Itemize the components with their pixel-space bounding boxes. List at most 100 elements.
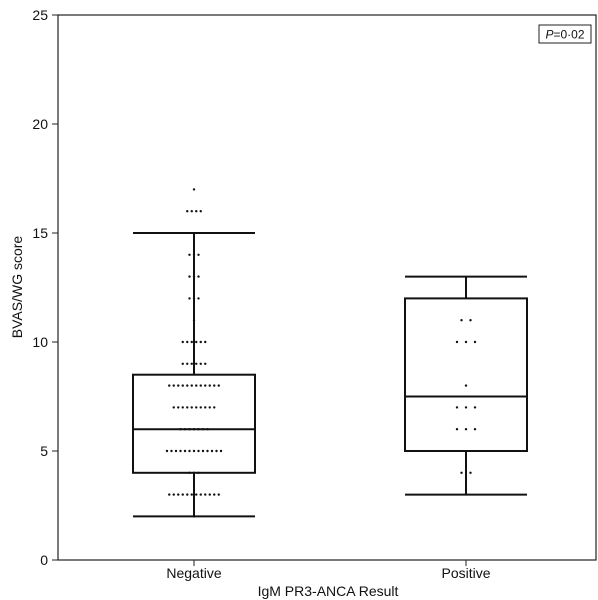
data-point bbox=[199, 406, 202, 409]
data-point bbox=[195, 362, 198, 365]
data-point bbox=[199, 384, 202, 387]
data-point bbox=[165, 449, 169, 453]
box-iqr bbox=[132, 373, 256, 474]
data-point bbox=[190, 493, 193, 496]
plot-frame bbox=[57, 14, 597, 561]
data-point bbox=[208, 384, 211, 387]
data-point bbox=[168, 493, 171, 496]
data-point bbox=[199, 493, 202, 496]
data-point bbox=[208, 406, 211, 409]
data-point bbox=[217, 493, 220, 496]
data-point bbox=[199, 210, 202, 213]
data-point bbox=[190, 340, 193, 344]
box-iqr bbox=[404, 297, 528, 452]
data-point bbox=[464, 340, 468, 344]
x-axis: Negative Positive bbox=[166, 560, 491, 581]
y-axis-title: BVAS/WG score bbox=[9, 236, 25, 339]
y-tick-label: 10 bbox=[32, 334, 48, 350]
data-point bbox=[174, 449, 178, 453]
data-point bbox=[473, 428, 477, 431]
data-point bbox=[213, 493, 216, 496]
data-point bbox=[181, 493, 184, 496]
p-value-annotation: P=0·02 bbox=[538, 24, 592, 44]
data-point bbox=[177, 493, 180, 496]
data-point bbox=[210, 449, 214, 453]
data-point bbox=[464, 406, 468, 409]
data-point bbox=[204, 340, 207, 344]
data-point bbox=[172, 384, 175, 387]
data-point bbox=[181, 406, 184, 409]
data-point bbox=[183, 449, 187, 453]
p-value-text: P=0·02 bbox=[545, 28, 584, 42]
data-point bbox=[199, 340, 202, 344]
p-value-label: P bbox=[545, 28, 553, 42]
data-point bbox=[455, 428, 459, 431]
data-point bbox=[219, 449, 223, 453]
data-point bbox=[455, 340, 459, 344]
data-point bbox=[197, 297, 200, 300]
data-point bbox=[197, 275, 200, 278]
data-point bbox=[473, 340, 477, 344]
p-value-box bbox=[538, 24, 592, 44]
data-point bbox=[197, 449, 200, 453]
data-point bbox=[195, 210, 198, 213]
boxes bbox=[132, 232, 528, 518]
data-point bbox=[179, 449, 182, 453]
data-point bbox=[460, 471, 463, 474]
data-point bbox=[469, 471, 472, 474]
data-point bbox=[186, 362, 189, 365]
y-tick-label: 0 bbox=[40, 552, 48, 568]
data-point bbox=[181, 384, 184, 387]
data-point bbox=[204, 406, 207, 409]
data-point bbox=[195, 406, 198, 409]
data-point bbox=[195, 384, 198, 387]
data-point bbox=[181, 340, 184, 344]
x-tick-label: Positive bbox=[441, 565, 490, 581]
data-point bbox=[168, 384, 171, 387]
data-point bbox=[199, 362, 202, 365]
data-points bbox=[165, 188, 477, 518]
data-point bbox=[190, 362, 193, 365]
data-point bbox=[204, 493, 207, 496]
data-point bbox=[190, 384, 193, 387]
data-point bbox=[201, 449, 205, 453]
data-point bbox=[177, 406, 180, 409]
y-tick-label: 5 bbox=[40, 443, 48, 459]
data-point bbox=[208, 493, 211, 496]
y-tick-label: 15 bbox=[32, 225, 48, 241]
data-point bbox=[188, 449, 191, 453]
data-point bbox=[172, 493, 175, 496]
data-point bbox=[186, 340, 189, 344]
data-point bbox=[172, 406, 175, 409]
data-point bbox=[455, 406, 459, 409]
data-point bbox=[204, 362, 207, 365]
data-point bbox=[188, 297, 191, 300]
data-point bbox=[464, 384, 468, 387]
data-point bbox=[190, 406, 193, 409]
x-axis-title: IgM PR3-ANCA Result bbox=[258, 583, 399, 599]
data-point bbox=[186, 406, 189, 409]
data-point bbox=[195, 493, 198, 496]
x-tick-label: Negative bbox=[166, 565, 221, 581]
data-point bbox=[204, 384, 207, 387]
data-point bbox=[186, 384, 189, 387]
data-point bbox=[215, 449, 218, 453]
data-point bbox=[192, 188, 196, 191]
data-point bbox=[460, 319, 463, 322]
data-point bbox=[192, 449, 196, 453]
data-point bbox=[464, 428, 468, 431]
data-point bbox=[190, 210, 193, 213]
data-point bbox=[186, 210, 189, 213]
data-point bbox=[469, 319, 472, 322]
data-point bbox=[213, 384, 216, 387]
p-value-number: =0·02 bbox=[553, 28, 584, 42]
data-point bbox=[186, 493, 189, 496]
data-point bbox=[177, 384, 180, 387]
data-point bbox=[188, 275, 191, 278]
data-point bbox=[170, 449, 173, 453]
data-point bbox=[195, 340, 198, 344]
data-point bbox=[213, 406, 216, 409]
data-point bbox=[473, 406, 477, 409]
data-point bbox=[197, 253, 200, 256]
